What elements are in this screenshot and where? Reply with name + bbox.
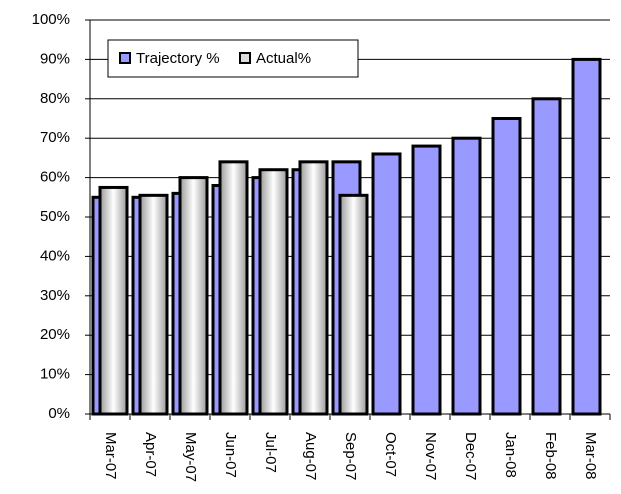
legend-box bbox=[107, 39, 359, 78]
x-tick-label: Nov-07 bbox=[422, 432, 439, 480]
bar bbox=[298, 160, 329, 416]
bar bbox=[338, 193, 369, 416]
x-tick-label: Mar-08 bbox=[582, 432, 599, 480]
y-tick-label: 0% bbox=[48, 405, 70, 422]
y-tick-label: 40% bbox=[40, 247, 70, 264]
y-tick-label: 70% bbox=[40, 129, 70, 146]
x-tick-label: Feb-08 bbox=[542, 432, 559, 480]
bar bbox=[531, 97, 562, 416]
x-tick-label: Jun-07 bbox=[222, 432, 239, 478]
bar bbox=[491, 117, 522, 416]
bar bbox=[371, 152, 402, 416]
y-tick-label: 30% bbox=[40, 287, 70, 304]
y-tick-label: 10% bbox=[40, 366, 70, 383]
bar bbox=[451, 136, 482, 416]
x-tick-label: Aug-07 bbox=[302, 432, 319, 480]
bar bbox=[218, 160, 249, 416]
y-tick-label: 60% bbox=[40, 169, 70, 186]
y-tick-label: 100% bbox=[32, 11, 70, 28]
bar bbox=[411, 144, 442, 416]
legend-swatch bbox=[239, 52, 251, 64]
y-tick-label: 90% bbox=[40, 50, 70, 67]
y-tick-label: 80% bbox=[40, 90, 70, 107]
y-tick-label: 20% bbox=[40, 326, 70, 343]
bar bbox=[571, 57, 602, 416]
legend-label: Trajectory % bbox=[136, 50, 220, 67]
x-tick-label: Oct-07 bbox=[382, 432, 399, 477]
bar bbox=[98, 185, 129, 416]
x-tick-label: Mar-07 bbox=[102, 432, 119, 480]
x-tick-label: Apr-07 bbox=[142, 432, 159, 477]
x-tick-label: Dec-07 bbox=[462, 432, 479, 480]
x-tick-label: May-07 bbox=[182, 432, 199, 482]
legend-swatch bbox=[119, 52, 131, 64]
bar bbox=[138, 193, 169, 416]
x-tick-label: Jul-07 bbox=[262, 432, 279, 473]
x-tick-label: Jan-08 bbox=[502, 432, 519, 478]
y-tick-label: 50% bbox=[40, 208, 70, 225]
bar bbox=[258, 168, 289, 416]
legend-label: Actual% bbox=[256, 50, 311, 67]
bar bbox=[178, 176, 209, 416]
x-tick-label: Sep-07 bbox=[342, 432, 359, 480]
